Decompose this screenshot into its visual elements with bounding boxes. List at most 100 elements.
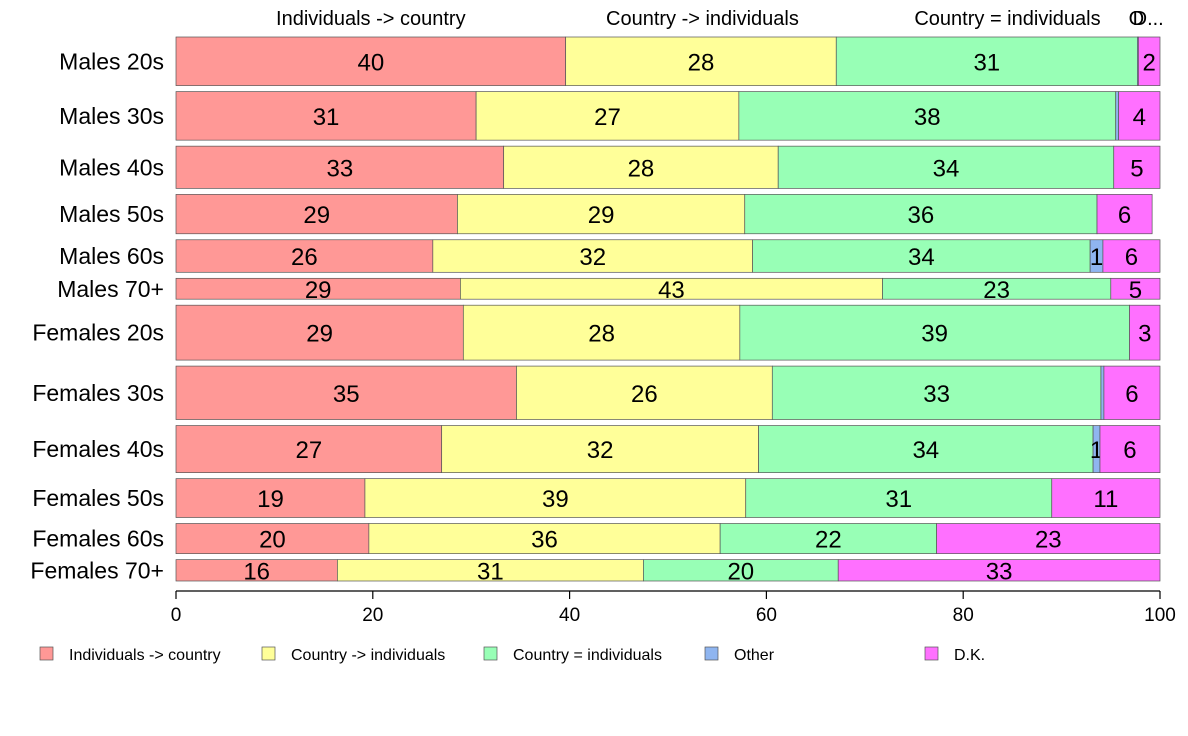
bar-row-males-60s: 26 32 34 1 6 xyxy=(175,239,1161,273)
x-tick-label: 100 xyxy=(1144,605,1176,626)
bar-segment-individuals-country xyxy=(175,304,464,361)
bar-segment-d-k xyxy=(1096,194,1153,235)
bar-segment-country-individuals xyxy=(368,523,721,554)
bar-segment-d-k xyxy=(936,523,1161,554)
bar-segment-d-k xyxy=(1129,304,1161,361)
data-label: 19 xyxy=(257,486,284,513)
category-label: Females 20s xyxy=(32,320,164,346)
data-label: 34 xyxy=(933,155,960,182)
category-label: Males 60s xyxy=(59,243,164,269)
bar-row-females-40s: 27 32 34 1 6 xyxy=(175,425,1161,473)
legend-item-country-individuals: Country = individuals xyxy=(483,646,662,664)
data-label: 31 xyxy=(313,104,340,131)
bar-row-males-50s: 29 29 36 6 xyxy=(175,194,1153,235)
bar-row-females-50s: 19 39 31 11 xyxy=(175,478,1161,518)
bar-segment-d-k xyxy=(1138,36,1161,86)
data-label: 36 xyxy=(531,527,558,554)
data-label: 6 xyxy=(1125,244,1138,271)
data-label: 5 xyxy=(1130,155,1143,182)
series-top-label: D... xyxy=(1133,8,1164,30)
bar-segment-d-k xyxy=(837,559,1161,582)
bar-segment-d-k xyxy=(1118,91,1161,141)
data-label: 29 xyxy=(303,202,330,229)
bar-segment-d-k xyxy=(1051,478,1161,518)
data-label: 3 xyxy=(1138,321,1151,348)
bar-segment-country-individuals xyxy=(752,239,1091,273)
data-label: 38 xyxy=(914,104,941,131)
bar-segment-d-k xyxy=(1110,277,1161,300)
legend-item-country-individuals: Country -> individuals xyxy=(261,646,445,664)
series-top-label: Country -> individuals xyxy=(606,8,799,30)
bar-segment-individuals-country xyxy=(175,91,477,141)
data-label: 29 xyxy=(305,277,332,304)
data-label: 34 xyxy=(908,244,935,271)
category-label: Males 30s xyxy=(59,103,164,129)
legend-item-other: Other xyxy=(704,646,775,664)
legend-label: Country = individuals xyxy=(513,647,662,664)
data-label: 20 xyxy=(259,527,286,554)
series-top-label: Country = individuals xyxy=(914,8,1100,30)
bar-segment-country-individuals xyxy=(462,304,741,361)
data-label: 31 xyxy=(477,558,504,585)
bar-segment-country-individuals xyxy=(441,425,759,473)
bars-layer: 40 28 31 231 27 38 433 28 34 529 29 36 626 32 34 1 629 43… xyxy=(175,36,1161,585)
legend-label: Country -> individuals xyxy=(291,647,445,664)
data-label: 32 xyxy=(579,244,606,271)
data-label: 26 xyxy=(631,381,658,408)
data-label: 4 xyxy=(1133,104,1146,131)
data-label: 33 xyxy=(986,558,1013,585)
bar-segment-individuals-country xyxy=(175,239,434,273)
data-label: 16 xyxy=(243,558,270,585)
bar-segment-country-individuals xyxy=(516,365,773,420)
bar-segment-d-k xyxy=(1099,425,1161,473)
bar-row-females-20s: 29 28 39 3 xyxy=(175,304,1161,361)
x-axis: 0 20 40 60 80 100 xyxy=(171,590,1176,626)
bar-segment-country-individuals xyxy=(719,523,937,554)
x-tick-label: 80 xyxy=(953,605,974,626)
legend-label: Individuals -> country xyxy=(69,647,221,664)
bar-row-males-40s: 33 28 34 5 xyxy=(175,145,1161,189)
bar-row-males-70: 29 43 23 5 xyxy=(175,277,1161,304)
bar-segment-d-k xyxy=(1113,145,1161,189)
bar-segment-country-individuals xyxy=(739,304,1130,361)
data-label: 43 xyxy=(658,277,685,304)
data-label: 2 xyxy=(1142,49,1155,76)
data-label: 31 xyxy=(885,486,912,513)
data-label: 28 xyxy=(588,321,615,348)
data-label: 31 xyxy=(973,49,1000,76)
x-tick-label: 60 xyxy=(756,605,777,626)
bar-segment-country-individuals xyxy=(364,478,747,518)
category-label: Females 30s xyxy=(32,380,164,406)
legend-swatch xyxy=(483,646,498,661)
category-labels: Males 20s Males 30s Males 40s Males 50s Male… xyxy=(30,48,164,583)
data-label: 27 xyxy=(295,437,322,464)
legend-swatch xyxy=(704,646,719,661)
data-label: 32 xyxy=(587,437,614,464)
category-label: Males 40s xyxy=(59,154,164,180)
bar-segment-individuals-country xyxy=(175,478,366,518)
data-label: 23 xyxy=(983,277,1010,304)
legend-swatch xyxy=(39,646,54,661)
data-label: 39 xyxy=(542,486,569,513)
data-label: 11 xyxy=(1093,486,1118,513)
legend-item-individuals-country: Individuals -> country xyxy=(39,646,221,664)
bar-segment-country-individuals xyxy=(432,239,753,273)
x-tick-label: 20 xyxy=(362,605,383,626)
bar-segment-country-individuals xyxy=(744,194,1098,235)
data-label: 22 xyxy=(815,527,842,554)
legend-label: Other xyxy=(734,647,775,664)
x-tick-label: 40 xyxy=(559,605,580,626)
series-top-label: O xyxy=(1129,8,1145,30)
top-series-labels: Individuals -> country Country -> individ… xyxy=(276,8,1164,30)
data-label: 35 xyxy=(333,381,360,408)
legend-swatch xyxy=(261,646,276,661)
legend-label: D.K. xyxy=(954,647,985,664)
category-label: Males 20s xyxy=(59,48,164,74)
bar-segment-d-k xyxy=(1103,365,1161,420)
bar-row-males-20s: 40 28 31 2 xyxy=(175,36,1161,86)
data-label: 5 xyxy=(1129,277,1142,304)
data-label: 6 xyxy=(1118,202,1131,229)
category-label: Females 60s xyxy=(32,526,164,552)
bar-segment-other xyxy=(1115,91,1120,141)
legend-swatch xyxy=(924,646,939,661)
